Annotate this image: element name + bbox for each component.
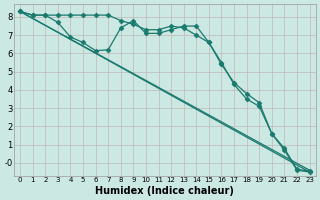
X-axis label: Humidex (Indice chaleur): Humidex (Indice chaleur) xyxy=(95,186,234,196)
